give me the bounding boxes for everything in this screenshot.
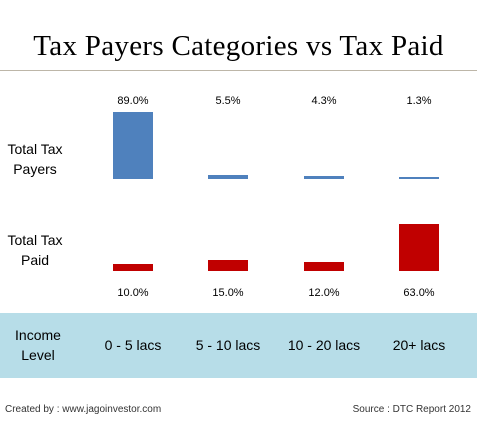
tax-payers-bar bbox=[208, 174, 248, 179]
tax-paid-data-label: 63.0% bbox=[403, 287, 435, 299]
title-divider bbox=[0, 70, 477, 71]
tax-paid-bar bbox=[208, 259, 248, 271]
income-category-label: 5 - 10 lacs bbox=[195, 337, 261, 353]
tax-payers-data-label: 5.5% bbox=[215, 95, 241, 107]
footer-source: Source : DTC Report 2012 bbox=[352, 404, 471, 415]
income-level-label: Income Level bbox=[15, 327, 61, 363]
tax-payers-bar bbox=[399, 177, 439, 179]
tax-paid-data-label: 15.0% bbox=[212, 287, 244, 299]
income-category-label: 20+ lacs bbox=[392, 337, 446, 353]
tax-payers-data-label: 4.3% bbox=[311, 95, 337, 107]
tax-paid-data-label: 12.0% bbox=[308, 287, 340, 299]
tax-payers-bar bbox=[304, 175, 344, 179]
chart-title: Tax Payers Categories vs Tax Paid bbox=[33, 30, 444, 62]
tax-paid-bar bbox=[304, 262, 344, 271]
tax-payers-data-label: 1.3% bbox=[406, 95, 432, 107]
tax-paid-bar bbox=[399, 224, 439, 271]
footer-created-by: Created by : www.jagoinvestor.com bbox=[5, 404, 162, 415]
income-category-label: 10 - 20 lacs bbox=[287, 337, 361, 353]
tax-payers-data-label: 89.0% bbox=[117, 95, 149, 107]
tax-paid-data-label: 10.0% bbox=[117, 287, 149, 299]
row-label-tax-paid: Total Tax Paid bbox=[7, 232, 63, 268]
income-level-band bbox=[0, 313, 477, 378]
income-category-label: 0 - 5 lacs bbox=[104, 337, 162, 353]
tax-payers-bar bbox=[113, 112, 153, 179]
row-label-tax-payers: Total Tax Payers bbox=[7, 141, 63, 177]
tax-paid-bar bbox=[113, 263, 153, 271]
